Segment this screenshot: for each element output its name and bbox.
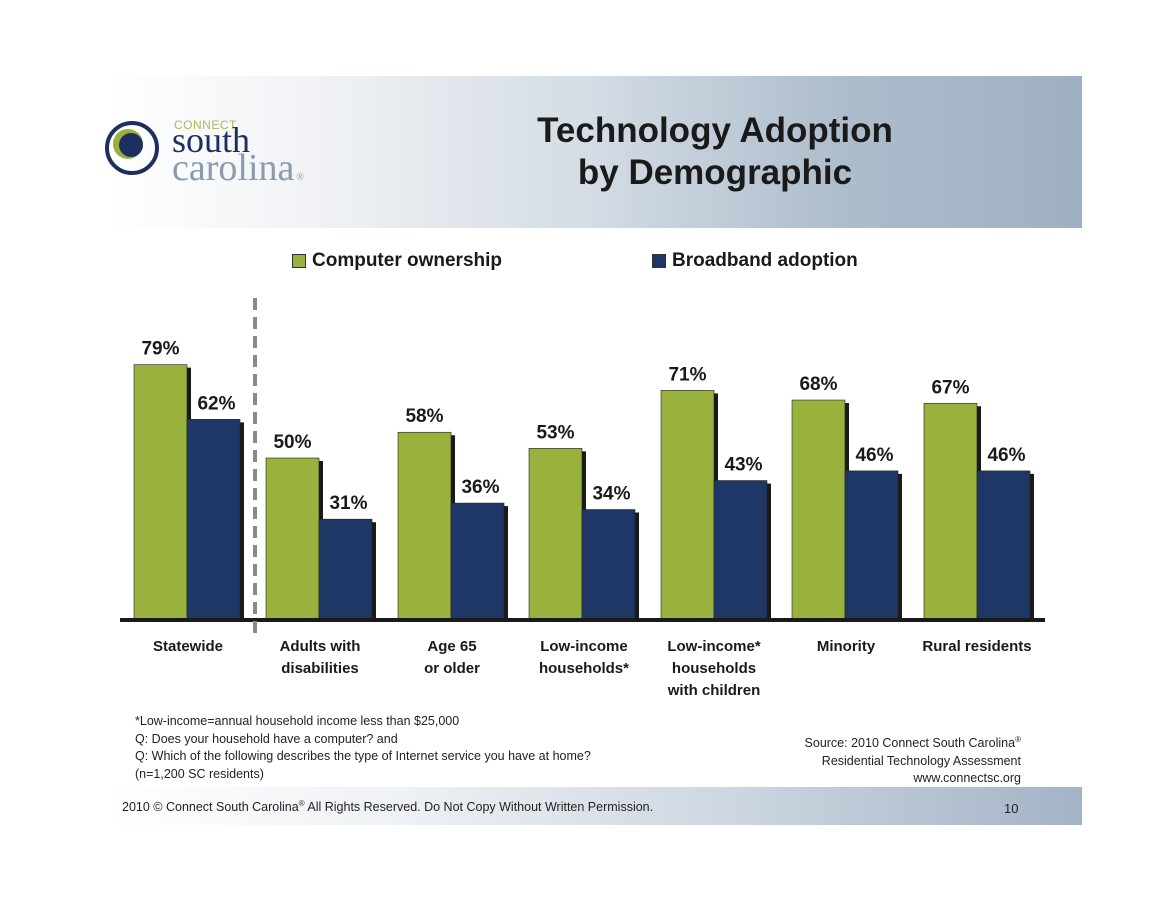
logo-south-text: south (172, 120, 251, 160)
data-label: 36% (461, 477, 499, 498)
header-band (110, 76, 1082, 228)
bar-computer-ownership (528, 448, 583, 620)
data-label: 67% (931, 377, 969, 398)
footer-band (110, 787, 1082, 825)
footnotes: *Low-income=annual household income less… (135, 713, 591, 783)
copyright-text-start: 2010 © Connect South Carolina (122, 800, 299, 815)
bar-computer-ownership (923, 402, 978, 620)
source-line-1: Source: 2010 Connect South Carolina® (805, 731, 1021, 753)
bar-broadband-adoption (976, 470, 1031, 620)
data-label: 50% (273, 432, 311, 453)
bar-broadband-adoption (713, 480, 768, 620)
bar-broadband-adoption (581, 509, 636, 620)
bar-computer-ownership (265, 457, 320, 620)
source-registered-mark: ® (1015, 735, 1021, 744)
data-label: 31% (329, 493, 367, 514)
legend-label-broadband-adoption: Broadband adoption (672, 250, 858, 271)
bar-computer-ownership (133, 364, 188, 620)
logo-connect-text: CONNECT (174, 118, 237, 132)
source-line-2: Residential Technology Assessment (821, 753, 1021, 768)
bar-computer-ownership (791, 399, 846, 620)
logo-registered-mark: ® (296, 172, 304, 183)
bar-broadband-adoption (844, 470, 899, 620)
title-line-1: Technology Adoption (537, 111, 893, 150)
x-tick-label: Minority (816, 638, 876, 655)
copyright-notice: 2010 © Connect South Carolina® All Right… (122, 799, 653, 814)
x-tick-label: Statewide (152, 638, 224, 655)
copyright-registered-mark: ® (298, 799, 305, 808)
data-label: 53% (536, 422, 574, 443)
footnote-question-1: Q: Does your household have a computer? … (135, 731, 398, 746)
data-label: 58% (405, 406, 443, 427)
data-label: 62% (197, 393, 235, 414)
x-tick-label: Rural residents (922, 638, 1032, 655)
logo-carolina-text: carolina ® (172, 148, 304, 198)
source-url: www.connectsc.org (913, 771, 1021, 786)
bar-broadband-adoption (450, 502, 505, 620)
bar-computer-ownership (397, 431, 452, 620)
data-label: 46% (987, 445, 1025, 466)
data-label: 79% (141, 339, 179, 360)
data-label: 71% (668, 364, 706, 385)
legend-label-computer-ownership: Computer ownership (312, 250, 503, 271)
source-citation: Source: 2010 Connect South Carolina® Res… (805, 731, 1021, 788)
bar-computer-ownership (660, 390, 715, 620)
source-line-1-text: Source: 2010 Connect South Carolina (804, 736, 1016, 751)
footnote-sample-size: (n=1,200 SC residents) (135, 766, 264, 781)
logo-circle-icon (105, 121, 159, 175)
legend-swatch-broadband-adoption (652, 254, 666, 268)
footnote-low-income: *Low-income=annual household income less… (135, 714, 460, 728)
x-tick-label: Age 65 or older (424, 638, 480, 677)
page-title: Technology Adoption by Demographic (470, 110, 960, 194)
legend-swatch-computer-ownership (292, 254, 306, 268)
footnote-question-2: Q: Which of the following describes the … (135, 749, 591, 763)
x-tick-label: Adults with disabilities (279, 638, 361, 677)
data-label: 34% (592, 484, 630, 505)
x-tick-label: Low-income* households with children (667, 638, 761, 699)
x-tick-label: Low-income households* (538, 638, 629, 677)
data-label: 68% (799, 374, 837, 395)
title-line-2: by Demographic (577, 153, 853, 192)
bar-broadband-adoption (186, 419, 241, 620)
connect-south-carolina-logo: CONNECT south carolina ® (104, 118, 464, 198)
logo-carolina-word: carolina (172, 147, 295, 189)
copyright-text-end: All Rights Reserved. Do Not Copy Without… (304, 800, 654, 815)
page-number: 10 (1004, 801, 1019, 816)
legend-broadband-adoption: Broadband adoption (652, 250, 858, 272)
data-label: 46% (855, 445, 893, 466)
data-label: 43% (724, 455, 762, 476)
bar-broadband-adoption (318, 518, 373, 620)
legend-computer-ownership: Computer ownership (292, 250, 502, 272)
